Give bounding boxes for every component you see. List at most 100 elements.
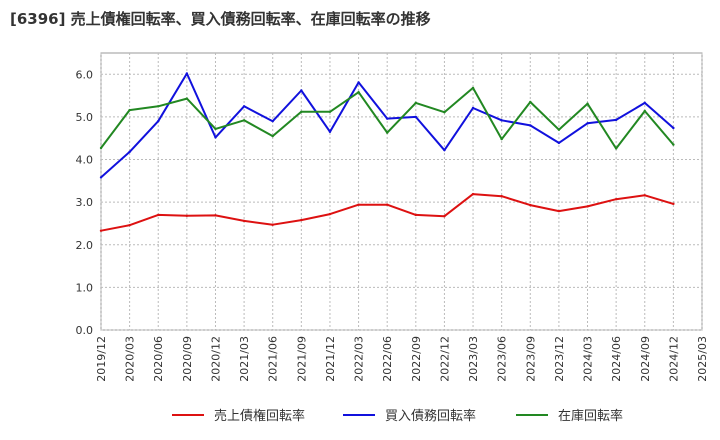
data-point	[128, 150, 131, 154]
data-point	[385, 203, 389, 206]
data-point	[529, 100, 532, 104]
data-point	[214, 127, 217, 131]
data-point	[500, 119, 503, 122]
data-point	[357, 81, 360, 84]
data-point	[557, 128, 561, 131]
data-point	[328, 212, 332, 216]
data-point	[529, 203, 532, 207]
x-tick-label: 2024/09	[639, 336, 652, 382]
data-point	[471, 192, 475, 196]
x-tick-label: 2020/06	[152, 336, 165, 382]
data-point	[357, 203, 360, 206]
data-point	[443, 111, 446, 114]
data-point	[185, 97, 189, 100]
data-point	[242, 119, 246, 122]
data-point	[672, 126, 675, 130]
data-point	[414, 101, 418, 105]
data-point	[643, 194, 646, 197]
data-point	[471, 86, 475, 90]
x-tick-label: 2024/12	[667, 336, 680, 382]
data-point	[242, 105, 246, 108]
legend-item-1: 売上債権回転率	[172, 408, 305, 424]
y-tick-label: 3.0	[76, 196, 94, 209]
data-point	[385, 117, 389, 120]
data-point	[357, 91, 360, 94]
data-point	[385, 131, 389, 134]
y-tick-label: 0.0	[76, 324, 94, 337]
y-tick-label: 4.0	[76, 154, 94, 167]
x-tick-label: 2021/06	[267, 336, 280, 382]
x-tick-label: 2019/12	[95, 336, 108, 382]
data-point	[185, 72, 189, 75]
data-point	[99, 229, 103, 232]
data-point	[242, 219, 246, 223]
legend-label: 在庫回転率	[558, 408, 623, 424]
data-point	[586, 122, 589, 125]
data-point	[99, 146, 103, 150]
x-tick-label: 2021/03	[238, 336, 251, 382]
x-tick-label: 2023/06	[496, 336, 509, 382]
x-tick-label: 2020/09	[181, 336, 194, 382]
x-tick-label: 2021/12	[324, 336, 337, 382]
data-point	[500, 137, 503, 141]
data-point	[271, 134, 274, 138]
data-point	[557, 141, 561, 145]
data-point	[586, 102, 589, 105]
data-point	[300, 218, 303, 222]
data-point	[443, 148, 446, 152]
data-point	[414, 213, 418, 217]
data-point	[328, 130, 332, 134]
data-point	[99, 176, 103, 179]
data-point	[300, 110, 303, 114]
data-point	[185, 214, 189, 217]
data-point	[157, 213, 160, 217]
data-point	[614, 118, 618, 122]
legend-label: 買入債務回転率	[385, 408, 476, 424]
y-tick-label: 5.0	[76, 111, 94, 124]
data-point	[214, 136, 217, 139]
legend-label: 売上債権回転率	[214, 408, 305, 424]
data-point	[128, 108, 131, 112]
data-point	[586, 205, 589, 208]
data-point	[557, 209, 561, 213]
x-tick-label: 2023/03	[467, 336, 480, 382]
x-tick-label: 2020/03	[124, 336, 137, 382]
chart-title: [6396] 売上債権回転率、買入債務回転率、在庫回転率の推移	[10, 10, 431, 28]
data-point	[300, 89, 303, 92]
data-point	[614, 147, 618, 150]
x-tick-label: 2023/12	[553, 336, 566, 382]
data-point	[128, 223, 131, 227]
data-point	[672, 202, 675, 206]
data-point	[643, 109, 646, 113]
x-tick-label: 2023/09	[524, 336, 537, 382]
data-point	[614, 197, 618, 201]
y-tick-label: 2.0	[76, 239, 94, 252]
y-tick-label: 1.0	[76, 281, 94, 294]
data-point	[643, 101, 646, 105]
data-point	[443, 215, 446, 218]
x-tick-label: 2022/12	[438, 336, 451, 382]
data-point	[471, 106, 475, 110]
x-tick-label: 2025/03	[696, 336, 709, 382]
x-tick-label: 2020/12	[209, 336, 222, 382]
y-tick-label: 6.0	[76, 68, 94, 81]
x-tick-label: 2024/03	[582, 336, 595, 382]
plot-area	[100, 52, 703, 331]
data-point	[271, 223, 274, 226]
data-point	[414, 115, 418, 119]
data-point	[214, 214, 217, 217]
x-tick-label: 2022/06	[381, 336, 394, 382]
legend-item-3: 在庫回転率	[516, 408, 623, 424]
legend-item-2: 買入債務回転率	[343, 408, 476, 424]
x-tick-label: 2022/03	[353, 336, 366, 382]
data-point	[157, 105, 160, 108]
data-point	[500, 194, 503, 198]
x-tick-label: 2024/06	[610, 336, 623, 382]
data-point	[529, 124, 532, 127]
x-tick-label: 2021/09	[295, 336, 308, 382]
data-point	[157, 119, 160, 123]
data-point	[328, 110, 332, 114]
data-point	[271, 119, 274, 123]
x-tick-label: 2022/09	[410, 336, 423, 382]
